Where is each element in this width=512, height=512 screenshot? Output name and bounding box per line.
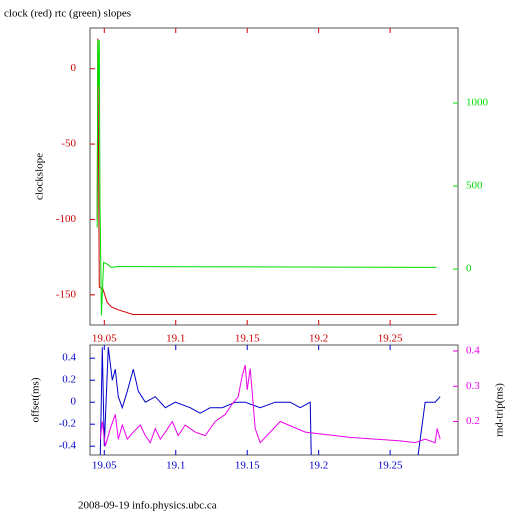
y-tick-label: -0.4 [59,440,77,452]
x-tick-label: 19.1 [166,333,185,345]
x-tick-label: 19.25 [378,460,403,472]
series-line [99,347,441,455]
x-tick-label: 19.05 [92,460,117,472]
y-tick-label: 0 [71,62,77,74]
y-tick-label: 0.2 [62,374,76,386]
x-tick-label: 19.25 [378,333,403,345]
x-tick-label: 19.15 [235,460,260,472]
x-tick-label: 19.15 [235,333,260,345]
x-tick-label: 19.1 [166,460,185,472]
chart-title: clock (red) rtc (green) slopes [4,8,131,20]
x-tick-label: 19.2 [309,333,328,345]
y2-tick-label: 500 [466,180,483,192]
y-tick-label: -150 [56,288,77,300]
y2-tick-label: 1000 [466,97,489,109]
y2-tick-label: 0.3 [466,380,480,392]
plot-frame [89,344,459,456]
y-tick-label: 0 [71,396,77,408]
series-line [96,38,437,315]
y-axis-label: clockslope [34,153,46,200]
y-tick-label: -50 [61,138,76,150]
y-tick-label: -100 [56,213,77,225]
y-tick-label: 0.4 [62,352,76,364]
footer: 2008-09-19 info.physics.ubc.ca [78,500,217,512]
y2-tick-label: 0.4 [466,345,480,357]
y-axis-label: offset(ms) [30,377,42,422]
series-line [96,39,437,316]
series-line [99,364,441,447]
y2-tick-label: 0 [466,263,472,275]
y2-axis-label: rnd-trip(ms) [494,383,506,437]
x-tick-label: 19.05 [92,333,117,345]
x-tick-label: 19.2 [309,460,328,472]
plot-frame [89,27,459,326]
y2-tick-label: 0.2 [466,415,480,427]
y-tick-label: -0.2 [59,418,76,430]
